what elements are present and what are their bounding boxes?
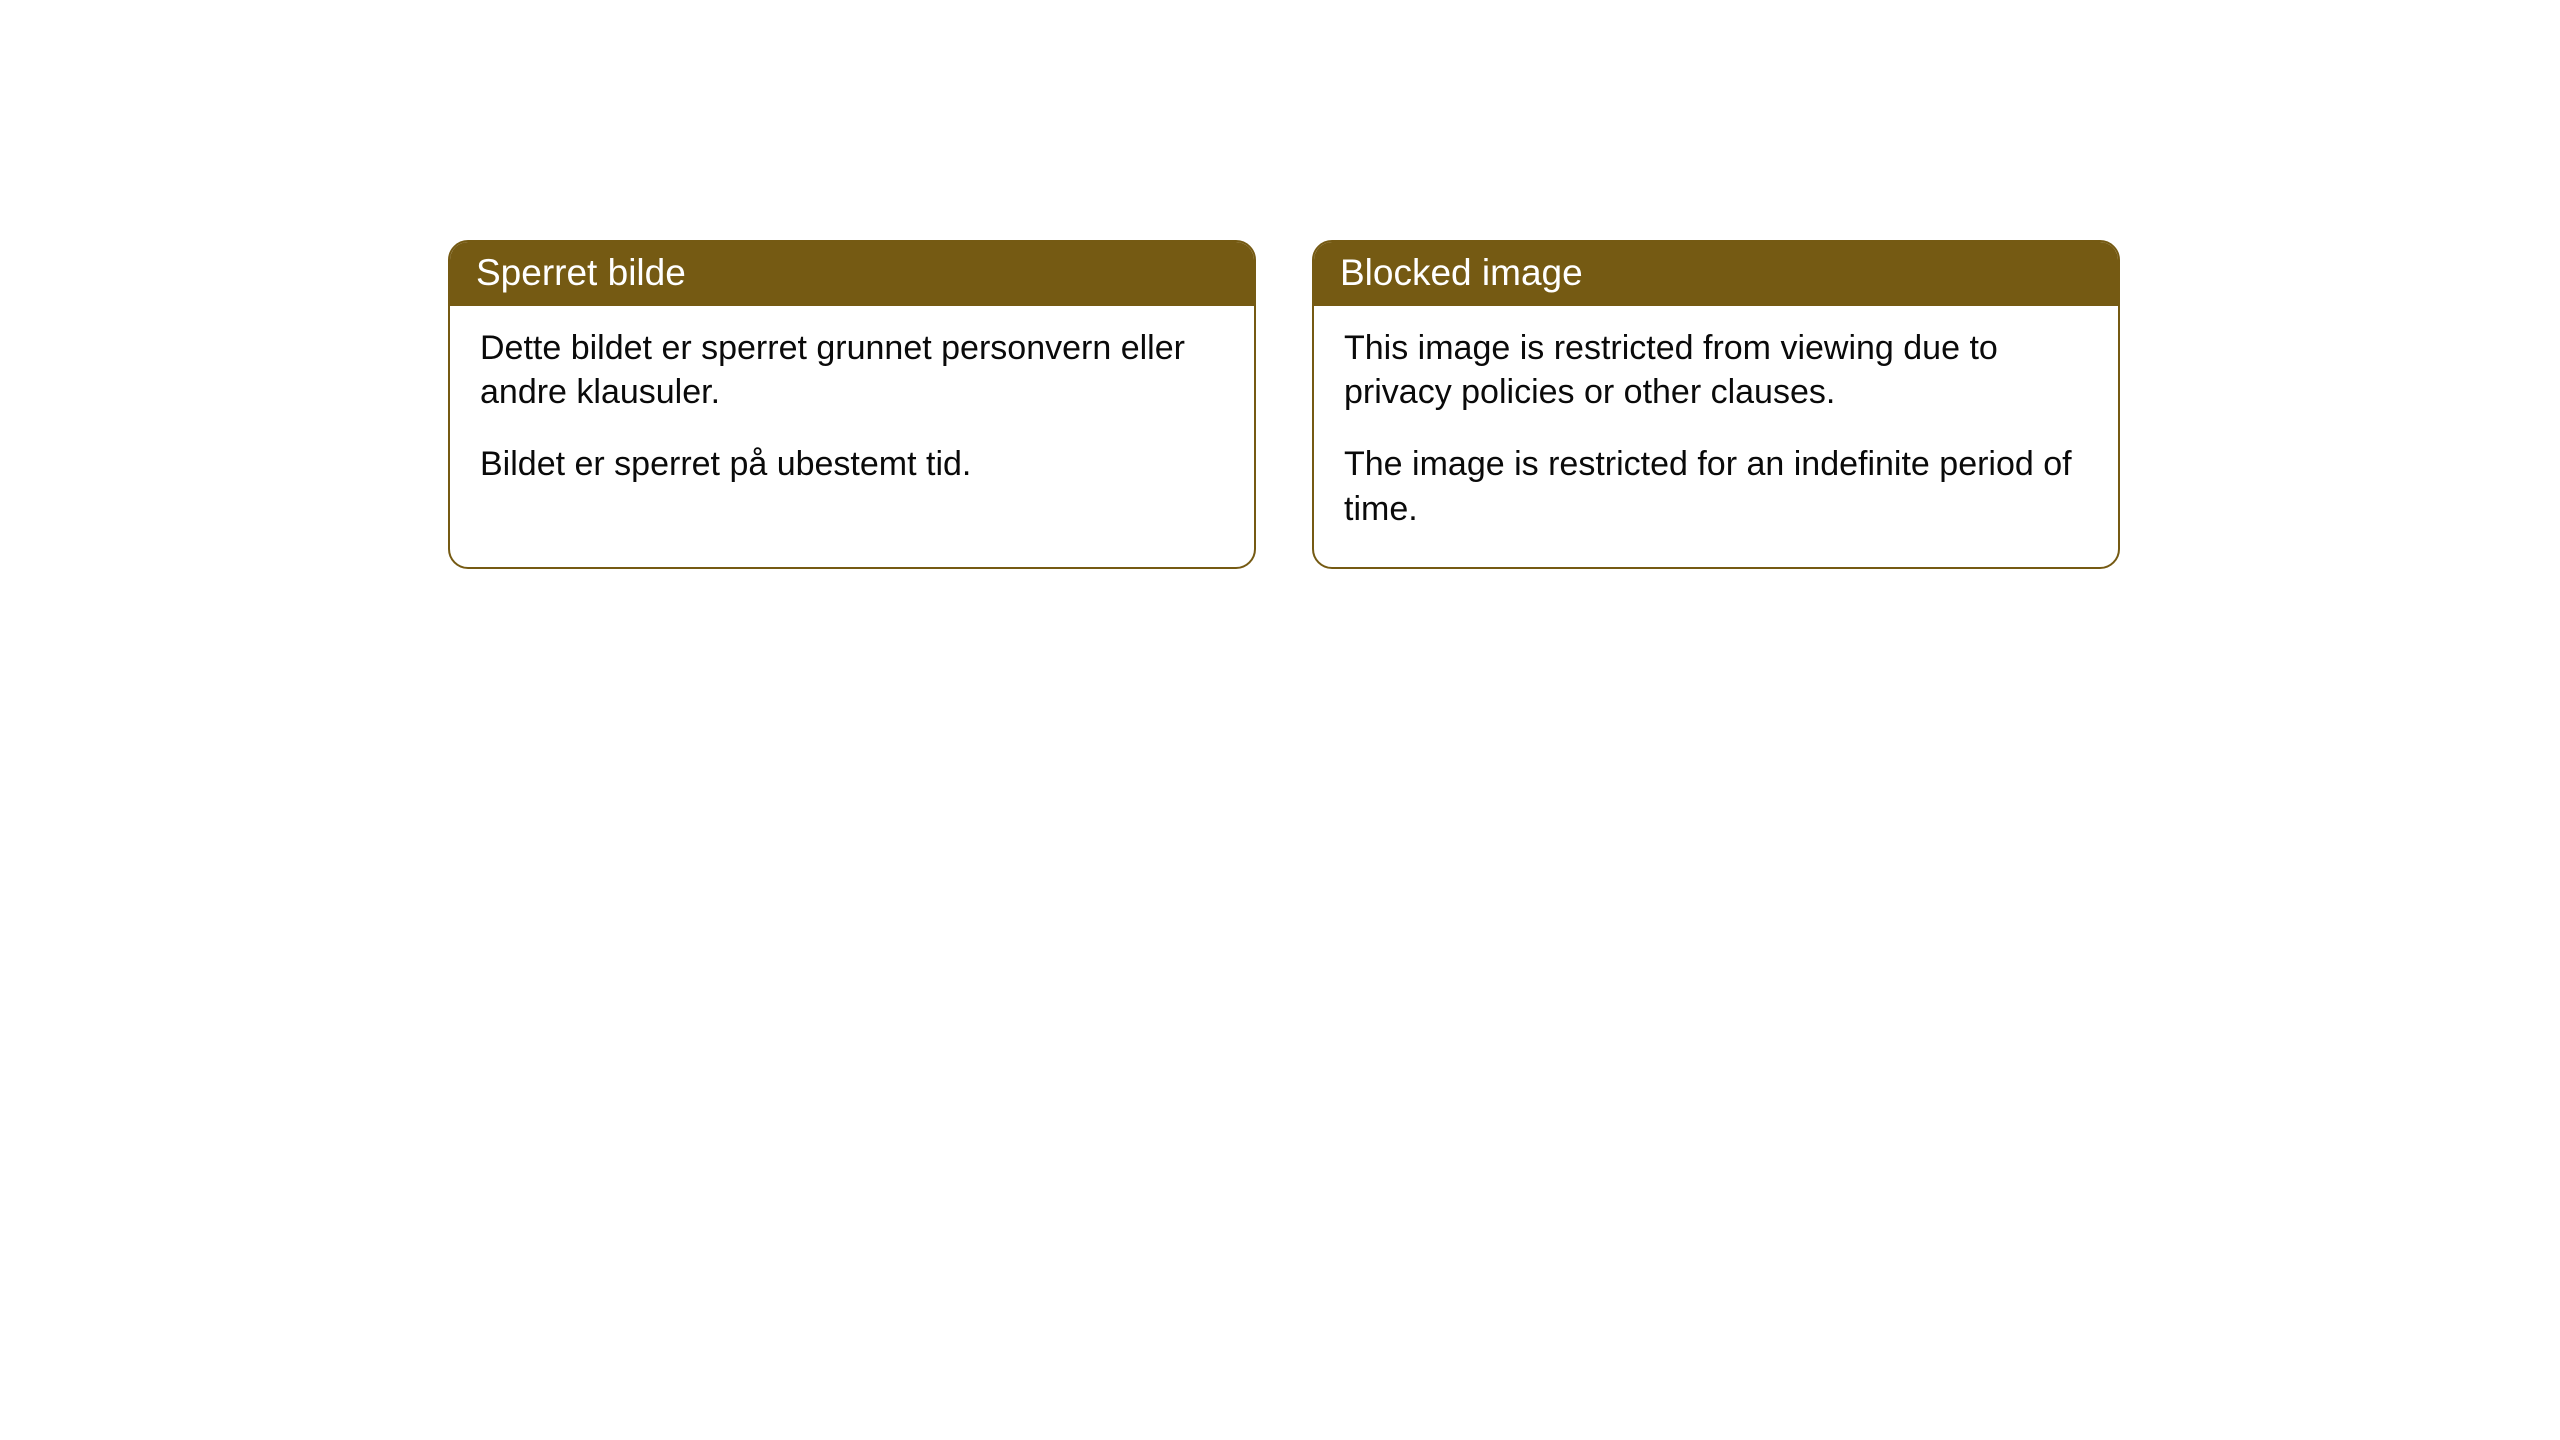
card-paragraph: This image is restricted from viewing du… [1344,326,2088,414]
card-paragraph: Dette bildet er sperret grunnet personve… [480,326,1224,414]
card-paragraph: Bildet er sperret på ubestemt tid. [480,442,1224,486]
notice-card-norwegian: Sperret bilde Dette bildet er sperret gr… [448,240,1256,569]
card-paragraph: The image is restricted for an indefinit… [1344,442,2088,530]
card-header: Blocked image [1314,242,2118,306]
card-body: This image is restricted from viewing du… [1314,306,2118,567]
card-body: Dette bildet er sperret grunnet personve… [450,306,1254,523]
notice-cards-container: Sperret bilde Dette bildet er sperret gr… [448,240,2560,569]
card-header: Sperret bilde [450,242,1254,306]
notice-card-english: Blocked image This image is restricted f… [1312,240,2120,569]
